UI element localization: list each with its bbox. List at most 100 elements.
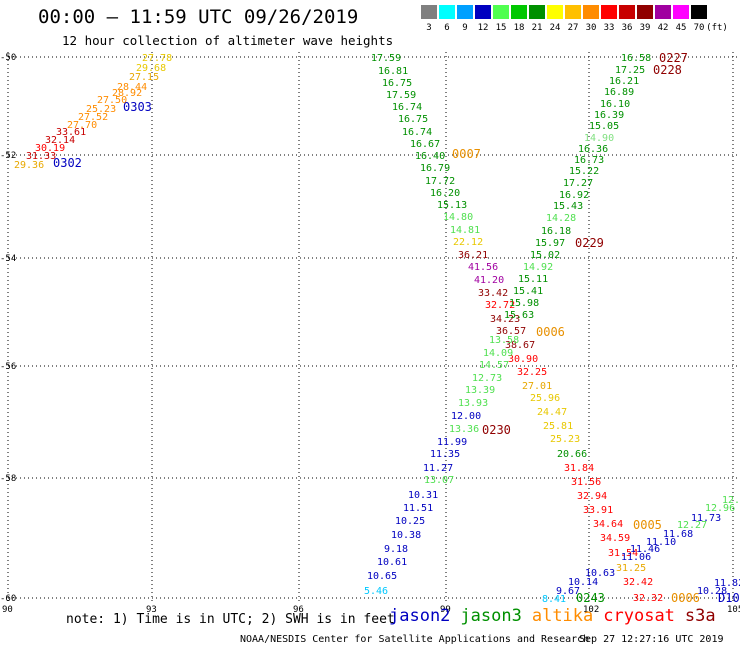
pass-time-label: 0228: [653, 63, 682, 77]
swh-value: 31.56: [571, 477, 601, 488]
lon-label: 105: [727, 605, 740, 615]
pass-time-label: 0006: [671, 591, 700, 605]
lat-label: -50: [0, 53, 16, 63]
legend-label: 42: [657, 23, 669, 33]
legend-label: 6: [444, 23, 450, 33]
legend-swatch: [439, 5, 455, 19]
legend-label: 9: [462, 23, 468, 33]
swh-value: 16.74: [392, 102, 422, 113]
swh-value: 16.39: [594, 110, 624, 121]
swh-value: 9.18: [384, 544, 408, 555]
swh-value: 32.25: [517, 367, 547, 378]
legend-label: 3: [426, 23, 432, 33]
swh-value: 16.75: [382, 78, 412, 89]
lat-label: -52: [0, 151, 16, 161]
swh-value: 22.12: [453, 237, 483, 248]
legend-swatch: [655, 5, 671, 19]
swh-value: 15.98: [509, 298, 539, 309]
swh-value: 36.21: [458, 250, 488, 261]
lat-label: -56: [0, 362, 16, 372]
swh-value: 24.47: [537, 407, 567, 418]
swh-value: 34.23: [490, 314, 520, 325]
legend-swatch: [565, 5, 581, 19]
swh-value: 17.27: [563, 178, 593, 189]
swh-value: 33.42: [478, 288, 508, 299]
swh-value: 31.84: [564, 463, 594, 474]
swh-value: 12.00: [451, 411, 481, 422]
legend-swatch: [673, 5, 689, 19]
pass-time-label: 0230: [482, 423, 511, 437]
legend-label: 33: [603, 23, 615, 33]
swh-value: 9.67: [556, 586, 580, 597]
chart-title: 00:00 – 11:59 UTC 09/26/2019: [38, 6, 359, 28]
legend-label: 36: [621, 23, 633, 33]
swh-value: 32.72: [485, 300, 515, 311]
swh-value: 11.27: [423, 463, 453, 474]
legend-swatch: [637, 5, 653, 19]
swh-value: 16.21: [609, 76, 639, 87]
satellite-altika: altika: [531, 606, 594, 626]
swh-value: 14.81: [450, 225, 480, 236]
swh-value: 16.18: [541, 226, 571, 237]
swh-value: 11.10: [646, 537, 676, 548]
swh-value: 38.67: [505, 340, 535, 351]
swh-value: 31.25: [616, 563, 646, 574]
swh-value: 15.41: [513, 286, 543, 297]
swh-value: 11.35: [430, 449, 460, 460]
satellite-jason3: jason3: [460, 606, 522, 626]
lon-label: 96: [293, 605, 304, 615]
swh-value: 5.46: [364, 586, 388, 597]
satellite-jason2: jason2: [389, 606, 451, 626]
swh-value: 16.81: [378, 66, 408, 77]
swh-value: 12.73: [472, 373, 502, 384]
swh-value: 15.63: [504, 310, 534, 321]
legend-swatch: [475, 5, 491, 19]
swh-value: 14.80: [443, 212, 473, 223]
swh-value: 16.36: [578, 144, 608, 155]
satellite-s3a: s3a: [684, 606, 716, 626]
swh-value: 10.38: [391, 530, 421, 541]
observation-labels: 27.7829.6827.1528.4428.9227.5025.2327.52…: [14, 53, 740, 605]
pass-time-label: D10: [718, 591, 740, 605]
swh-value: 16.40: [415, 151, 445, 162]
pass-time-label: 0006: [536, 325, 565, 339]
legend-swatch: [547, 5, 563, 19]
satellite-legend: jason2 jason3 altika cryosat s3a: [389, 606, 726, 626]
swh-value: 36.57: [496, 326, 526, 337]
swh-value: 33.61: [56, 127, 86, 138]
swh-value: 15.43: [553, 201, 583, 212]
swh-value: 41.20: [474, 275, 504, 286]
swh-value: 10.65: [367, 571, 397, 582]
swh-value: 10.28: [697, 586, 727, 597]
legend-swatch: [421, 5, 437, 19]
lon-label: 93: [146, 605, 157, 615]
swh-value: 15.05: [589, 121, 619, 132]
swh-value: 15.97: [535, 238, 565, 249]
legend-label: 21: [531, 23, 543, 33]
swh-value: 13.58: [489, 335, 519, 346]
swh-value: 8.41: [542, 594, 566, 605]
legend-swatch: [529, 5, 545, 19]
swh-value: 15.13: [437, 200, 467, 211]
swh-value: 27.78: [142, 53, 172, 64]
swh-value: 27.15: [129, 72, 159, 83]
pass-time-label: 0005: [633, 518, 662, 532]
swh-value: 16.89: [604, 87, 634, 98]
legend-swatch: [619, 5, 635, 19]
lat-label: -60: [0, 594, 16, 604]
swh-value: 10.14: [568, 577, 598, 588]
swh-value: 16.20: [430, 188, 460, 199]
legend-label: 18: [513, 23, 525, 33]
swh-value: 27.52: [78, 112, 108, 123]
swh-value: 27.70: [67, 120, 97, 131]
swh-value: 29.36: [14, 160, 44, 171]
legend-label: 30: [585, 23, 597, 33]
pass-time-label: 0007: [452, 147, 481, 161]
swh-value: 10.63: [585, 568, 615, 579]
swh-value: 16.74: [402, 127, 432, 138]
legend-swatch: [493, 5, 509, 19]
swh-value: 33.91: [583, 505, 613, 516]
swh-value: 16.92: [559, 190, 589, 201]
swh-value: 11.82: [714, 578, 740, 589]
